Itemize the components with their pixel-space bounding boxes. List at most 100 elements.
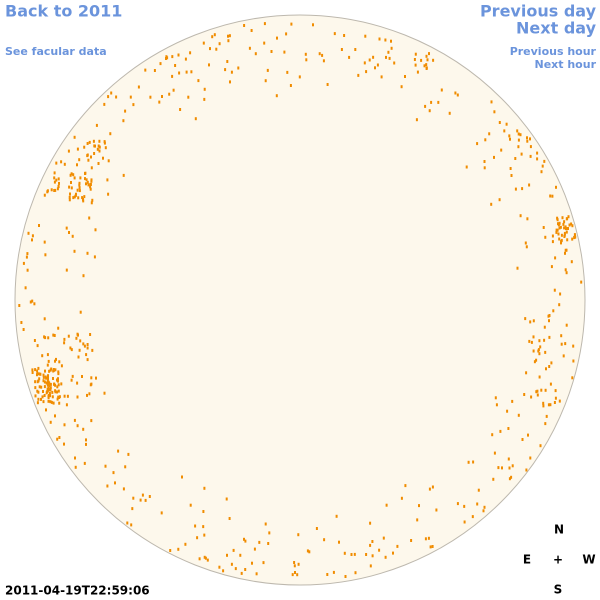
- facula: [177, 547, 180, 551]
- facula: [42, 390, 44, 393]
- facular-link[interactable]: See facular data: [5, 45, 107, 58]
- facula: [63, 423, 66, 427]
- prev-day-link[interactable]: Previous day: [480, 2, 597, 21]
- facula: [548, 335, 551, 339]
- facula: [91, 348, 94, 352]
- facula: [520, 152, 523, 156]
- facula: [240, 571, 243, 575]
- facula: [36, 344, 39, 348]
- facula: [90, 376, 93, 380]
- facula: [74, 456, 76, 460]
- facula: [565, 323, 568, 327]
- facula: [218, 42, 221, 46]
- facula: [343, 34, 346, 37]
- facula: [46, 353, 49, 357]
- facula: [36, 373, 38, 377]
- facula: [91, 198, 94, 202]
- facula: [573, 233, 576, 237]
- facula: [82, 274, 85, 278]
- facula: [78, 158, 81, 162]
- facula: [45, 408, 47, 412]
- facula: [58, 396, 60, 399]
- facula: [565, 248, 568, 252]
- back-link[interactable]: Back to 2011: [5, 2, 122, 21]
- facula: [73, 249, 76, 253]
- facula: [264, 79, 267, 83]
- facula: [90, 166, 93, 170]
- facula: [54, 414, 56, 418]
- facula: [190, 70, 193, 74]
- facula: [400, 85, 403, 89]
- facula: [528, 183, 531, 187]
- facula: [177, 53, 180, 57]
- next-day-link[interactable]: Next day: [516, 19, 597, 38]
- facula: [72, 173, 75, 177]
- prev-hour-link[interactable]: Previous hour: [510, 45, 597, 58]
- facula: [65, 403, 68, 407]
- facula: [194, 524, 197, 528]
- facula: [561, 216, 564, 220]
- facula: [58, 401, 61, 405]
- facula: [208, 63, 210, 67]
- facula: [555, 228, 558, 232]
- facula: [54, 368, 57, 372]
- facula: [387, 50, 390, 54]
- solar-disk: [14, 14, 586, 586]
- compass-center: +: [553, 553, 563, 567]
- facula: [517, 413, 520, 417]
- facula: [166, 56, 169, 60]
- facula: [36, 380, 39, 384]
- facula: [110, 91, 113, 95]
- facula: [392, 551, 394, 555]
- facula: [456, 502, 459, 506]
- facula: [86, 153, 89, 157]
- facula: [18, 304, 21, 307]
- facula: [550, 361, 553, 365]
- facula: [416, 518, 419, 522]
- facula: [85, 178, 88, 182]
- facula: [90, 419, 93, 423]
- facula: [268, 531, 271, 535]
- facula: [465, 165, 468, 169]
- facula: [51, 390, 54, 394]
- facula: [53, 382, 56, 386]
- facula: [26, 268, 29, 272]
- facula: [230, 562, 233, 566]
- facula: [413, 58, 416, 61]
- compass-n: N: [554, 523, 564, 537]
- facula: [426, 58, 429, 62]
- facula: [548, 319, 550, 323]
- facula: [551, 234, 554, 238]
- facula: [37, 397, 40, 401]
- facula: [418, 504, 420, 508]
- facula: [493, 155, 495, 159]
- facula: [471, 515, 474, 519]
- facula: [56, 187, 59, 191]
- facula: [55, 178, 58, 182]
- facula: [69, 346, 72, 350]
- facula: [78, 181, 81, 185]
- facula: [267, 542, 270, 545]
- facula: [572, 344, 575, 348]
- facula: [305, 58, 308, 62]
- facula: [57, 372, 60, 376]
- facula: [544, 388, 547, 392]
- facula: [526, 136, 528, 140]
- facula: [536, 393, 539, 397]
- facula: [86, 393, 88, 397]
- facula: [333, 32, 336, 36]
- facula: [202, 525, 205, 529]
- facula: [73, 418, 76, 422]
- facula: [86, 142, 89, 145]
- facula: [323, 538, 326, 542]
- facula: [96, 147, 99, 151]
- facula: [526, 217, 529, 221]
- facula: [428, 487, 431, 491]
- facula: [525, 245, 528, 249]
- facula: [529, 154, 532, 158]
- facula: [46, 379, 49, 383]
- facula: [544, 235, 547, 239]
- facula: [521, 438, 524, 441]
- facula: [514, 157, 517, 160]
- next-hour-link[interactable]: Next hour: [535, 58, 597, 71]
